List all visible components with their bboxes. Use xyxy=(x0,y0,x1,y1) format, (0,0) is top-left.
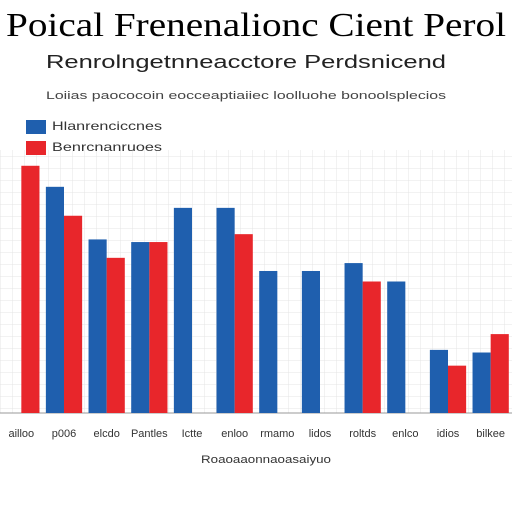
bar xyxy=(472,352,491,413)
bar xyxy=(387,281,406,413)
chart-title: Poical Frenenalionc Cient Perol xyxy=(6,7,506,44)
bar xyxy=(234,234,253,413)
plot-background xyxy=(0,150,512,413)
legend-label: Hlanrenciccnes xyxy=(52,119,162,133)
bar xyxy=(429,349,448,413)
legend-label: Benrcnanruoes xyxy=(52,140,162,154)
bar xyxy=(88,239,107,413)
x-tick-label: Ictte xyxy=(182,428,203,440)
bar xyxy=(131,242,150,413)
legend-swatch xyxy=(26,141,46,155)
x-tick-label: roltds xyxy=(349,428,376,440)
bar xyxy=(490,334,509,413)
bar xyxy=(106,257,125,413)
bar xyxy=(362,281,381,413)
bar xyxy=(173,207,192,413)
bar xyxy=(301,270,320,413)
bar xyxy=(64,215,83,413)
bar xyxy=(149,242,168,413)
x-tick-label: lidos xyxy=(309,428,332,440)
x-tick-label: p006 xyxy=(52,428,76,440)
chart-subtitle: Renrolngetnneacctore Perdsnicend xyxy=(46,52,446,72)
x-axis-label: Roaoaaonnaoasaiyuo xyxy=(201,454,331,466)
bar xyxy=(216,207,235,413)
bar xyxy=(45,186,64,413)
x-tick-label: idios xyxy=(437,428,460,440)
x-tick-label: Pantles xyxy=(131,428,168,440)
x-tick-label: bilkee xyxy=(476,428,505,440)
bar xyxy=(448,365,467,413)
bar xyxy=(21,165,40,413)
x-tick-label: enloo xyxy=(221,428,248,440)
chart-note: Loiias paococoin eocceaptiaiiec loolluoh… xyxy=(46,90,447,102)
x-tick-label: ailloo xyxy=(8,428,34,440)
x-tick-label: elcdo xyxy=(94,428,120,440)
x-tick-label: rmamo xyxy=(260,428,294,440)
bar xyxy=(259,270,278,413)
x-tick-label: enlco xyxy=(392,428,418,440)
legend-swatch xyxy=(26,120,46,134)
bar xyxy=(344,263,363,413)
